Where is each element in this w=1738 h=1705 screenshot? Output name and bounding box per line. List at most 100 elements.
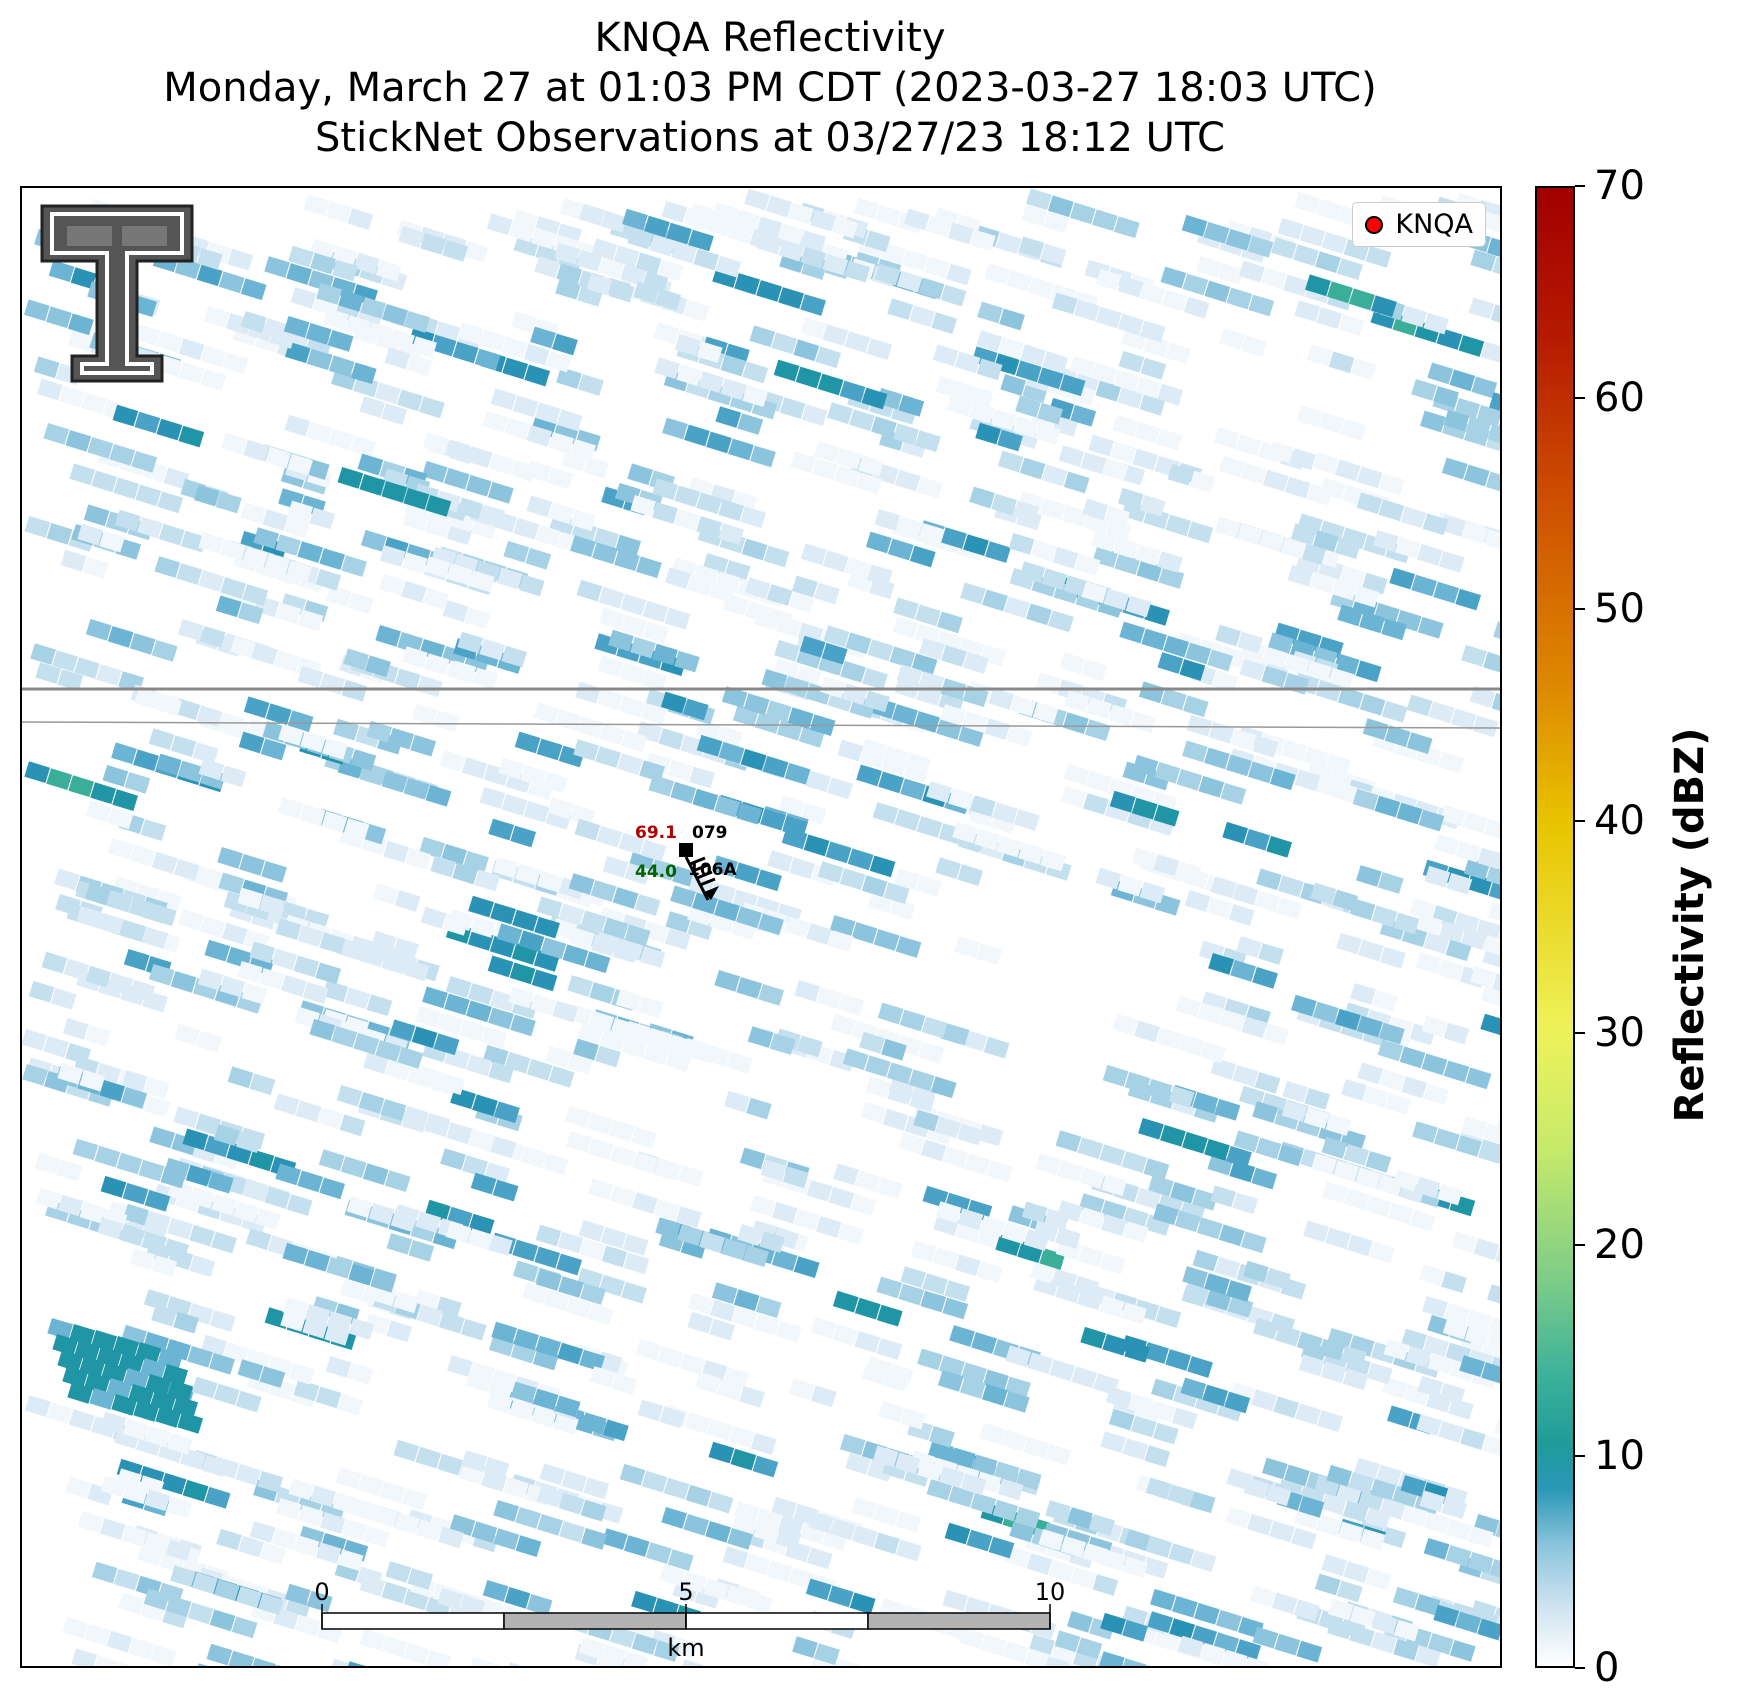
reflectivity-gate bbox=[35, 1187, 62, 1210]
reflectivity-gate bbox=[1451, 1231, 1478, 1254]
reflectivity-gate bbox=[1472, 715, 1499, 738]
reflectivity-gate bbox=[1139, 881, 1166, 904]
reflectivity-gate bbox=[1338, 314, 1365, 336]
radar-map[interactable]: 69.1 079 44.0 106A 0 5 10 km KNQA bbox=[20, 186, 1502, 1668]
reflectivity-gate bbox=[661, 1507, 688, 1529]
reflectivity-gate bbox=[1028, 277, 1055, 299]
reflectivity-gate bbox=[895, 1511, 922, 1533]
reflectivity-gate bbox=[837, 1223, 864, 1245]
reflectivity-gate bbox=[503, 1477, 529, 1499]
reflectivity-gate bbox=[490, 1136, 517, 1158]
reflectivity-gate bbox=[490, 388, 517, 411]
reflectivity-gate bbox=[496, 923, 523, 946]
reflectivity-gate bbox=[810, 1385, 837, 1408]
reflectivity-gate bbox=[1200, 1041, 1226, 1064]
reflectivity-gate bbox=[176, 563, 203, 585]
reflectivity-gate bbox=[774, 639, 800, 662]
reflectivity-gate bbox=[636, 556, 662, 579]
reflectivity-gate bbox=[1269, 1520, 1295, 1543]
reflectivity-gate bbox=[619, 695, 645, 718]
reflectivity-gate bbox=[489, 990, 516, 1012]
reflectivity-gate bbox=[800, 317, 827, 339]
reflectivity-gate bbox=[910, 1240, 937, 1263]
reflectivity-gate bbox=[1082, 498, 1109, 521]
reflectivity-gate bbox=[249, 1073, 276, 1096]
reflectivity-gate bbox=[1480, 1013, 1500, 1036]
reflectivity-gate bbox=[309, 507, 336, 530]
reflectivity-gate bbox=[1144, 604, 1170, 626]
reflectivity-gate bbox=[115, 1662, 142, 1666]
reflectivity-gate bbox=[749, 1195, 776, 1217]
reflectivity-gate bbox=[62, 1616, 89, 1639]
reflectivity-gate bbox=[1439, 1382, 1466, 1405]
reflectivity-gate bbox=[1207, 1153, 1234, 1176]
reflectivity-gate bbox=[988, 1536, 1015, 1559]
reflectivity-gate bbox=[971, 1332, 997, 1354]
reflectivity-gate bbox=[1168, 1085, 1195, 1108]
reflectivity-gate bbox=[1196, 255, 1222, 278]
reflectivity-gate bbox=[299, 804, 326, 826]
reflectivity-gate bbox=[1478, 1142, 1500, 1164]
reflectivity-gate bbox=[65, 430, 92, 452]
reflectivity-field: 69.1 079 44.0 106A 0 5 10 km bbox=[22, 188, 1500, 1666]
reflectivity-gate bbox=[742, 361, 769, 384]
reflectivity-gate bbox=[84, 1623, 111, 1646]
reflectivity-gate bbox=[598, 586, 625, 609]
reflectivity-gate bbox=[1248, 294, 1275, 317]
reflectivity-gate bbox=[1001, 1429, 1028, 1452]
reflectivity-gate bbox=[771, 332, 798, 355]
reflectivity-gate bbox=[784, 916, 810, 938]
reflectivity-gate bbox=[488, 818, 515, 841]
reflectivity-gate bbox=[874, 509, 901, 531]
reflectivity-gate bbox=[138, 1159, 165, 1182]
reflectivity-gate bbox=[360, 529, 387, 552]
reflectivity-gate bbox=[895, 936, 922, 958]
reflectivity-gate bbox=[277, 797, 304, 819]
reflectivity-gate bbox=[1153, 1629, 1180, 1652]
reflectivity-gate bbox=[914, 711, 940, 733]
reflectivity-gate bbox=[793, 1209, 820, 1231]
colorbar-title: Reflectivity (dBZ) bbox=[1667, 727, 1713, 1123]
reflectivity-gate bbox=[1101, 1174, 1127, 1197]
station-marker[interactable] bbox=[679, 843, 693, 857]
reflectivity-gate bbox=[1393, 1638, 1419, 1661]
reflectivity-gate bbox=[112, 404, 139, 427]
reflectivity-gate bbox=[461, 1450, 488, 1472]
reflectivity-gate bbox=[991, 493, 1017, 516]
reflectivity-gate bbox=[177, 1412, 204, 1434]
reflectivity-gate bbox=[68, 313, 94, 336]
reflectivity-gate bbox=[1190, 1550, 1217, 1572]
reflectivity-gate bbox=[722, 593, 749, 616]
reflectivity-gate bbox=[771, 1202, 798, 1224]
reflectivity-gate bbox=[849, 409, 875, 432]
reflectivity-gate bbox=[303, 982, 329, 1004]
reflectivity-gate bbox=[839, 868, 866, 891]
reflectivity-gate bbox=[1182, 1131, 1208, 1154]
reflectivity-gate bbox=[131, 451, 158, 473]
reflectivity-gate bbox=[893, 868, 920, 891]
reflectivity-gate bbox=[341, 555, 368, 577]
reflectivity-gate bbox=[899, 1009, 926, 1032]
reflectivity-gate bbox=[1433, 581, 1460, 604]
reflectivity-gate bbox=[833, 1658, 859, 1666]
reflectivity-gate bbox=[512, 1239, 539, 1262]
reflectivity-gate bbox=[209, 1609, 236, 1632]
reflectivity-gate bbox=[405, 847, 432, 870]
reflectivity-gate bbox=[74, 657, 100, 679]
reflectivity-gate bbox=[742, 385, 769, 408]
reflectivity-gate bbox=[166, 1496, 193, 1519]
reflectivity-gate bbox=[641, 1470, 668, 1493]
reflectivity-gate bbox=[619, 1463, 646, 1486]
reflectivity-gate bbox=[99, 1518, 126, 1540]
reflectivity-gate bbox=[860, 1101, 887, 1124]
reflectivity-gate bbox=[1071, 1366, 1098, 1389]
reflectivity-gate bbox=[542, 1153, 569, 1176]
reflectivity-gate bbox=[1423, 1538, 1450, 1560]
reflectivity-gate bbox=[436, 1296, 462, 1319]
reflectivity-gate bbox=[459, 1595, 486, 1617]
reflectivity-gate bbox=[687, 1311, 714, 1334]
reflectivity-gate bbox=[289, 1362, 315, 1385]
reflectivity-gate bbox=[213, 1383, 240, 1406]
reflectivity-gate bbox=[109, 444, 136, 466]
reflectivity-gate bbox=[888, 1363, 914, 1386]
